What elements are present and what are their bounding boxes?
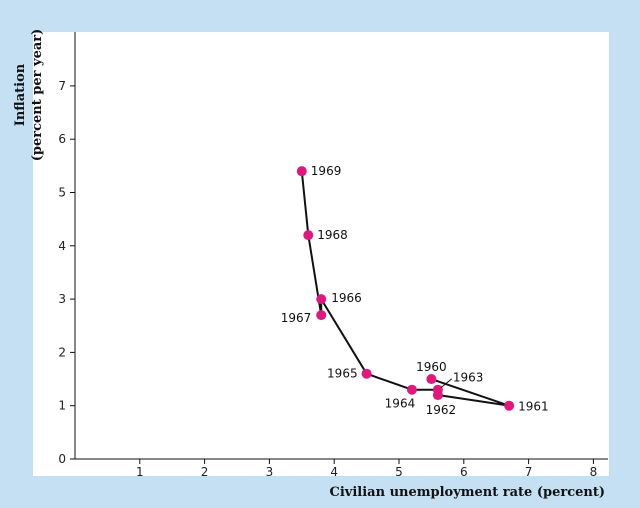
point-label-1969: 1969 bbox=[311, 164, 342, 178]
point-label-1963: 1963 bbox=[453, 371, 484, 385]
x-tick-label: 2 bbox=[201, 465, 209, 479]
ticks: 1 2 3 4 5 6 7 8 0 1 2 3 4 5 6 7 bbox=[58, 79, 597, 479]
leader-line-1963 bbox=[440, 378, 453, 389]
point-label-1960: 1960 bbox=[416, 360, 447, 374]
y-tick-label: 7 bbox=[58, 79, 66, 93]
data-point-1966 bbox=[316, 294, 327, 305]
x-tick-label: 5 bbox=[395, 465, 403, 479]
y-tick-label: 4 bbox=[58, 239, 66, 253]
point-label-1965: 1965 bbox=[327, 367, 358, 381]
point-label-1964: 1964 bbox=[385, 397, 416, 411]
x-tick-label: 6 bbox=[460, 465, 468, 479]
y-tick-label: 3 bbox=[58, 292, 66, 306]
markers bbox=[296, 166, 515, 411]
data-point-1964 bbox=[406, 384, 417, 395]
x-tick-label: 4 bbox=[330, 465, 338, 479]
x-tick-label: 1 bbox=[136, 465, 144, 479]
data-point-1961 bbox=[504, 400, 515, 411]
plot-panel bbox=[33, 32, 609, 476]
y-axis-title-line1: Inflation bbox=[13, 63, 28, 126]
y-tick-label: 5 bbox=[58, 186, 66, 200]
x-tick-label: 8 bbox=[590, 465, 598, 479]
y-axis-title-line2: (percent per year) bbox=[30, 29, 45, 162]
x-axis-title: Civilian unemployment rate (percent) bbox=[330, 485, 605, 500]
point-labels: 1960 1961 1962 1963 1964 1965 1966 1967 1968 1969 bbox=[281, 164, 549, 417]
data-point-1968 bbox=[303, 230, 314, 241]
x-tick-label: 3 bbox=[266, 465, 274, 479]
y-tick-label: 1 bbox=[58, 399, 66, 413]
y-tick-label: 2 bbox=[58, 345, 66, 359]
point-label-1966: 1966 bbox=[331, 291, 362, 305]
x-tick-label: 7 bbox=[525, 465, 533, 479]
data-point-1960 bbox=[426, 374, 437, 385]
point-label-1962: 1962 bbox=[426, 403, 457, 417]
y-tick-label: 6 bbox=[58, 132, 66, 146]
y-tick-label: 0 bbox=[58, 452, 66, 466]
series-line bbox=[300, 171, 511, 407]
point-label-1968: 1968 bbox=[317, 228, 348, 242]
point-label-1961: 1961 bbox=[518, 400, 549, 414]
y-axis-title: Inflation (percent per year) bbox=[13, 29, 45, 162]
point-label-1967: 1967 bbox=[281, 311, 312, 325]
data-point-1969 bbox=[296, 166, 307, 177]
axes bbox=[74, 32, 608, 460]
data-point-1965 bbox=[361, 368, 372, 379]
data-point-1963 bbox=[432, 384, 443, 395]
data-point-1967 bbox=[316, 310, 327, 321]
